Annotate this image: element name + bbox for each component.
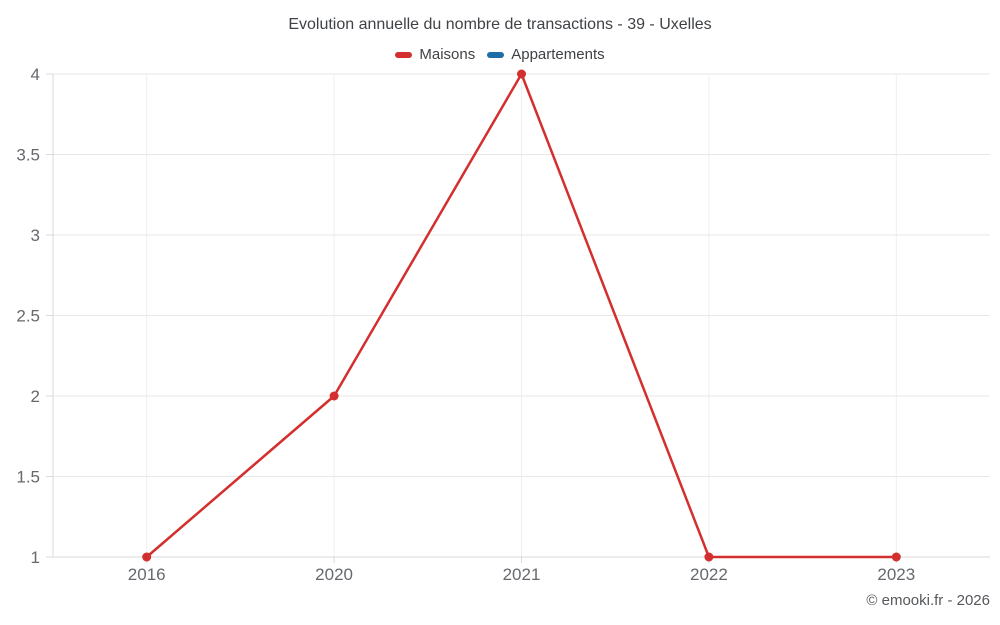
legend-item-maisons[interactable]: Maisons (395, 46, 475, 63)
data-point-maisons-2023 (891, 552, 901, 562)
x-tick-label: 2021 (503, 565, 541, 584)
y-tick-label: 1 (31, 548, 40, 567)
y-tick-label: 3.5 (16, 146, 40, 165)
x-tick-label: 2020 (315, 565, 353, 584)
data-point-maisons-2016 (142, 552, 152, 562)
x-tick-label: 2022 (690, 565, 728, 584)
y-tick-label: 2 (31, 387, 40, 406)
y-tick-label: 1.5 (16, 468, 40, 487)
chart-legend: Maisons Appartements (0, 46, 1000, 63)
x-tick-label: 2016 (128, 565, 166, 584)
x-tick-label: 2023 (877, 565, 915, 584)
data-point-maisons-2020 (329, 391, 339, 401)
data-point-maisons-2021 (517, 69, 526, 79)
copyright-credit: © emooki.fr - 2026 (866, 592, 990, 609)
legend-swatch-maisons (395, 51, 413, 58)
y-tick-label: 4 (31, 65, 40, 84)
y-tick-label: 3 (31, 226, 40, 245)
legend-label-appartements: Appartements (511, 46, 605, 63)
legend-label-maisons: Maisons (419, 46, 476, 63)
chart-title: Evolution annuelle du nombre de transact… (288, 16, 712, 33)
y-tick-label: 2.5 (16, 307, 40, 326)
legend-item-appartements[interactable]: Appartements (487, 46, 605, 63)
data-point-maisons-2022 (704, 552, 714, 562)
legend-swatch-appartements (487, 51, 505, 58)
